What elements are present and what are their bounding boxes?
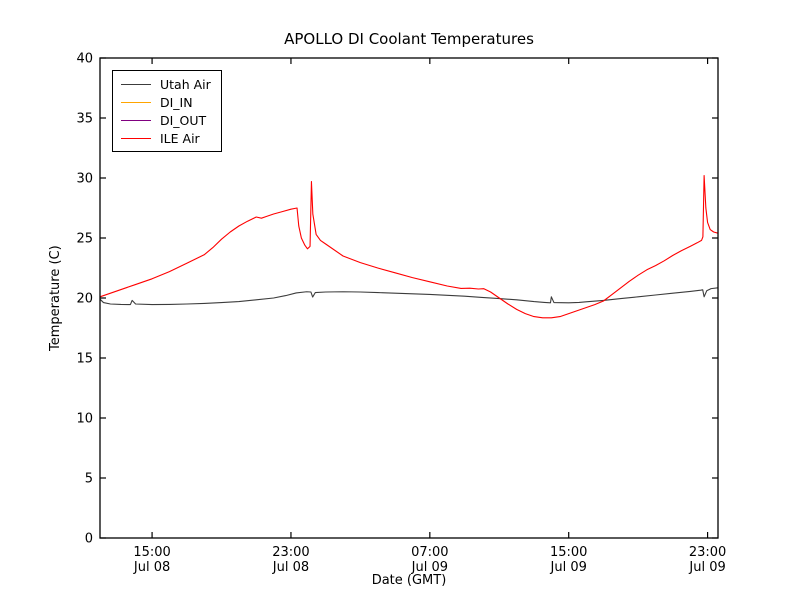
- x-tick-label-time: 15:00: [550, 545, 587, 560]
- legend-item-ile-air: ILE Air: [121, 129, 211, 147]
- legend-label: Utah Air: [160, 76, 211, 92]
- y-axis-label: Temperature (C): [48, 245, 63, 351]
- series-line-ile-air: [99, 175, 719, 319]
- y-tick-label: 30: [76, 172, 93, 187]
- x-tick-label-date: Jul 09: [411, 560, 448, 575]
- legend-label: DI_IN: [160, 94, 193, 110]
- legend-line-sample: [121, 101, 151, 103]
- x-tick-label-date: Jul 09: [550, 560, 587, 575]
- legend-label: ILE Air: [160, 130, 200, 146]
- y-tick-label: 20: [76, 292, 93, 307]
- legend-item-di-in: DI_IN: [121, 93, 211, 111]
- legend-line-sample: [121, 83, 151, 85]
- x-tick-label-time: 23:00: [689, 545, 726, 560]
- legend-label: DI_OUT: [160, 112, 207, 128]
- x-tick-label-time: 15:00: [133, 545, 170, 560]
- legend-item-utah-air: Utah Air: [121, 75, 211, 93]
- legend-line-sample: [121, 119, 151, 121]
- series-line-utah-air: [99, 287, 719, 306]
- legend-line-sample: [121, 137, 151, 139]
- y-tick-label: 5: [85, 472, 93, 487]
- x-tick-label-time: 23:00: [272, 545, 309, 560]
- x-tick-label-date: Jul 08: [133, 560, 170, 575]
- x-tick-label-date: Jul 08: [272, 560, 309, 575]
- y-tick-label: 10: [76, 412, 93, 427]
- x-tick-label-time: 07:00: [411, 545, 448, 560]
- y-tick-label: 40: [76, 52, 93, 67]
- y-tick-label: 15: [76, 352, 93, 367]
- y-tick-label: 25: [76, 232, 93, 247]
- y-tick-label: 35: [76, 112, 93, 127]
- x-axis-label: Date (GMT): [371, 573, 447, 588]
- legend-item-di-out: DI_OUT: [121, 111, 211, 129]
- x-tick-label-date: Jul 09: [688, 560, 725, 575]
- chart-title: APOLLO DI Coolant Temperatures: [284, 30, 534, 48]
- legend: Utah Air DI_IN DI_OUT ILE Air: [112, 70, 222, 152]
- y-tick-label: 0: [85, 532, 93, 547]
